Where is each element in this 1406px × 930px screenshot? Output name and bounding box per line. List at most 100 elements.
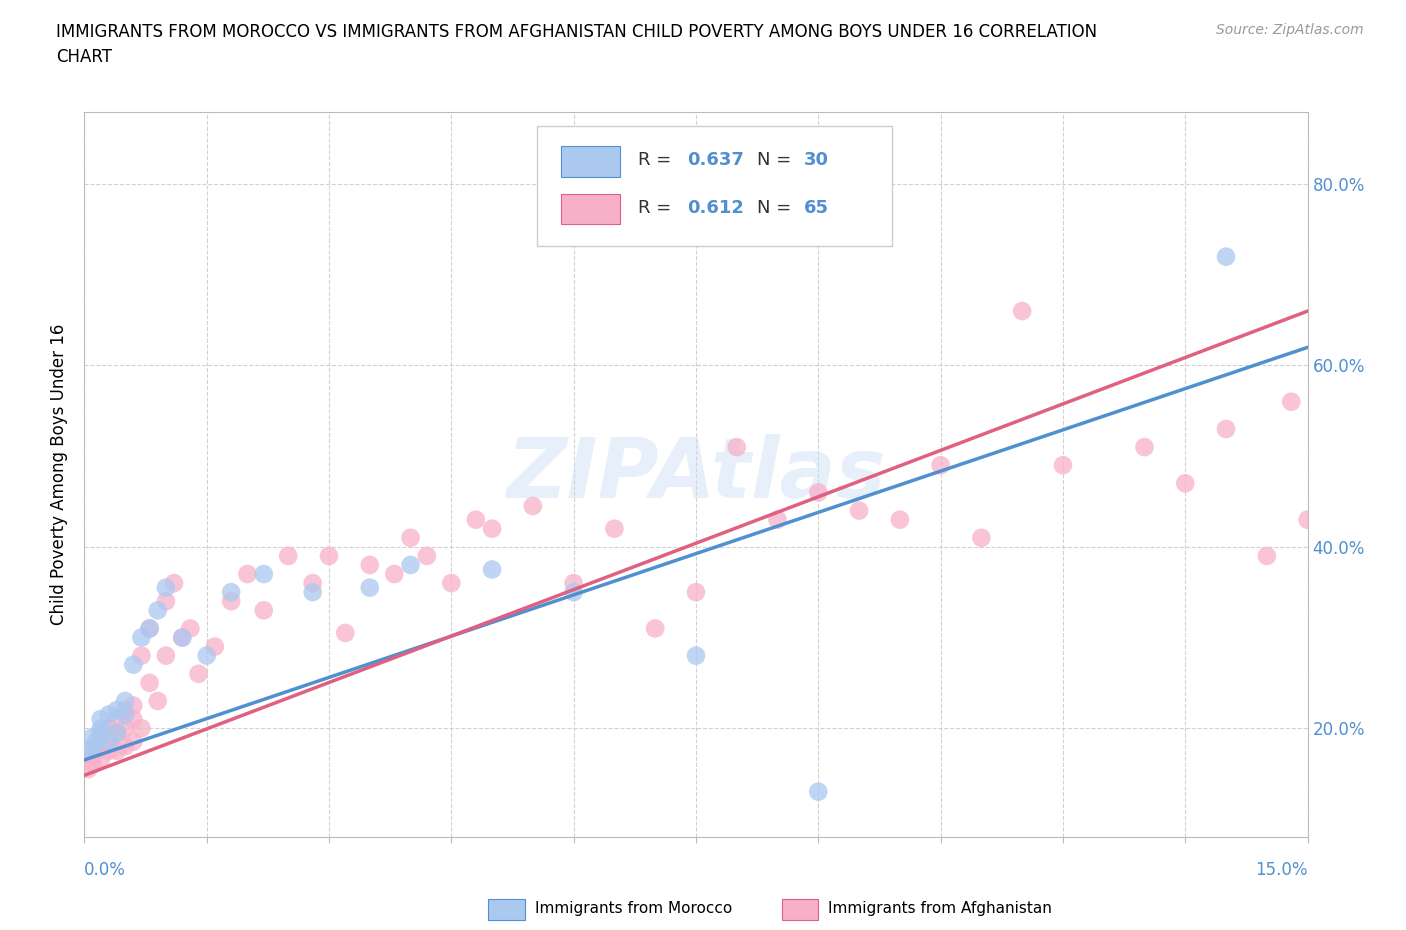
Point — [146, 603, 169, 618]
Point — [146, 694, 169, 709]
Point — [481, 522, 503, 537]
Point — [382, 566, 405, 581]
Y-axis label: Child Poverty Among Boys Under 16: Child Poverty Among Boys Under 16 — [51, 324, 69, 625]
Point — [86, 743, 108, 758]
Point — [82, 730, 104, 745]
Bar — [561, 146, 620, 177]
Point — [807, 485, 830, 500]
Bar — [488, 898, 524, 921]
Point — [253, 566, 276, 581]
Point — [301, 585, 323, 600]
Point — [301, 576, 323, 591]
Point — [131, 648, 153, 663]
Text: 0.612: 0.612 — [688, 199, 744, 217]
Point — [1215, 421, 1237, 436]
Point — [1174, 476, 1197, 491]
Text: 15.0%: 15.0% — [1256, 860, 1308, 879]
Point — [277, 549, 299, 564]
Text: 30: 30 — [804, 152, 828, 169]
Point — [562, 585, 585, 600]
Point — [1215, 249, 1237, 264]
Bar — [561, 193, 620, 224]
Point — [122, 658, 145, 672]
Text: Source: ZipAtlas.com: Source: ZipAtlas.com — [1216, 23, 1364, 37]
Point — [204, 639, 226, 654]
Point — [399, 558, 422, 573]
Point — [1133, 440, 1156, 455]
Point — [97, 743, 120, 758]
Point — [122, 735, 145, 750]
Point — [90, 711, 112, 726]
Point — [359, 580, 381, 595]
Text: R =: R = — [638, 152, 678, 169]
Point — [114, 707, 136, 722]
Point — [82, 738, 104, 753]
Point — [86, 735, 108, 750]
Text: 65: 65 — [804, 199, 828, 217]
Point — [399, 530, 422, 545]
Point — [90, 730, 112, 745]
Point — [105, 725, 128, 740]
Point — [359, 558, 381, 573]
Point — [603, 522, 626, 537]
Point — [848, 503, 870, 518]
Point — [253, 603, 276, 618]
Point — [90, 721, 112, 736]
Point — [172, 631, 194, 645]
Point — [725, 440, 748, 455]
Point — [97, 721, 120, 736]
Point — [1279, 394, 1302, 409]
Point — [90, 752, 112, 767]
Point — [114, 694, 136, 709]
Point — [97, 707, 120, 722]
Point — [82, 757, 104, 772]
Point — [195, 648, 218, 663]
Text: Immigrants from Morocco: Immigrants from Morocco — [534, 901, 731, 916]
Point — [970, 530, 993, 545]
Text: ZIPAtlas: ZIPAtlas — [506, 433, 886, 515]
Text: Immigrants from Afghanistan: Immigrants from Afghanistan — [828, 901, 1052, 916]
Point — [1052, 458, 1074, 472]
Point — [105, 743, 128, 758]
Point — [122, 711, 145, 726]
Point — [155, 580, 177, 595]
Point — [929, 458, 952, 472]
Point — [155, 648, 177, 663]
Point — [163, 576, 186, 591]
Point — [1296, 512, 1319, 527]
Point — [522, 498, 544, 513]
Point — [97, 735, 120, 750]
Point — [416, 549, 439, 564]
Point — [105, 725, 128, 740]
Point — [807, 784, 830, 799]
Point — [219, 585, 242, 600]
Point — [90, 725, 112, 740]
Text: IMMIGRANTS FROM MOROCCO VS IMMIGRANTS FROM AFGHANISTAN CHILD POVERTY AMONG BOYS : IMMIGRANTS FROM MOROCCO VS IMMIGRANTS FR… — [56, 23, 1097, 66]
Bar — [782, 898, 818, 921]
Point — [114, 738, 136, 753]
Point — [131, 721, 153, 736]
Point — [562, 576, 585, 591]
Point — [97, 735, 120, 750]
Point — [318, 549, 340, 564]
Point — [82, 748, 104, 763]
Point — [187, 667, 209, 682]
Point — [1011, 303, 1033, 318]
Point — [114, 721, 136, 736]
Point — [138, 621, 160, 636]
Point — [155, 594, 177, 609]
Text: 0.637: 0.637 — [688, 152, 744, 169]
Point — [122, 698, 145, 713]
Point — [766, 512, 789, 527]
Point — [90, 738, 112, 753]
Point — [179, 621, 201, 636]
Point — [131, 631, 153, 645]
Point — [236, 566, 259, 581]
Text: N =: N = — [758, 152, 797, 169]
Point — [219, 594, 242, 609]
Point — [172, 631, 194, 645]
Text: 0.0%: 0.0% — [84, 860, 127, 879]
Point — [138, 621, 160, 636]
Point — [685, 585, 707, 600]
Point — [105, 711, 128, 726]
